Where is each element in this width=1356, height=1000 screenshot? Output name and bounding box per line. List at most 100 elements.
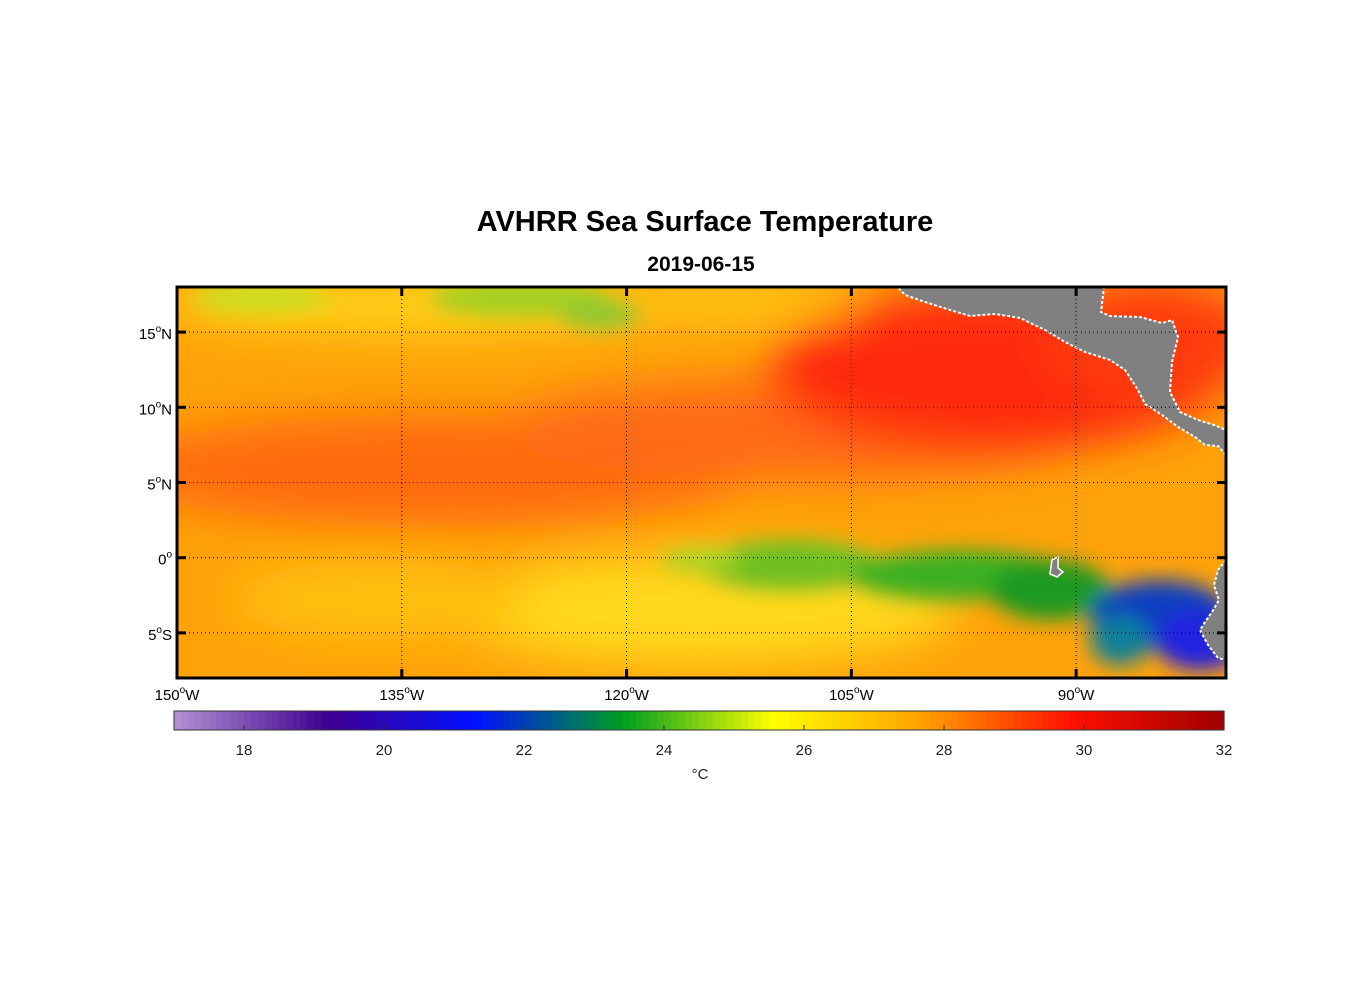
colorbar-segment — [1070, 711, 1078, 730]
colorbar-segment — [1154, 711, 1162, 730]
colorbar-segment — [986, 711, 994, 730]
colorbar-segment — [720, 711, 728, 730]
colorbar-segment — [342, 711, 350, 730]
colorbar — [173, 710, 1225, 731]
colorbar-segment — [251, 711, 259, 730]
colorbar-segment — [937, 711, 945, 730]
land-masses — [895, 286, 1227, 662]
colorbar-segment — [783, 711, 791, 730]
colorbar-segment — [433, 711, 441, 730]
colorbar-segment — [545, 711, 553, 730]
colorbar-segment — [314, 711, 322, 730]
colorbar-segment — [776, 711, 784, 730]
map-title: AVHRR Sea Surface Temperature — [476, 206, 934, 238]
colorbar-segment — [1000, 711, 1008, 730]
colorbar-segment — [1168, 711, 1176, 730]
colorbar-segment — [1077, 711, 1085, 730]
colorbar-segment — [1161, 711, 1169, 730]
colorbar-segment — [944, 711, 952, 730]
colorbar-segment — [601, 711, 609, 730]
colorbar-segment — [1105, 711, 1113, 730]
galapagos-island — [1049, 555, 1065, 578]
colorbar-segment — [321, 711, 329, 730]
lat-tick-label: 5oN — [147, 475, 172, 494]
colorbar-segment — [615, 711, 623, 730]
lon-tick-label: 150oW — [155, 685, 201, 704]
colorbar-segment — [349, 711, 357, 730]
colorbar-segment — [790, 711, 798, 730]
colorbar-segment — [713, 711, 721, 730]
colorbar-segment — [461, 711, 469, 730]
colorbar-segment — [1119, 711, 1127, 730]
colorbar-segment — [552, 711, 560, 730]
colorbar-tick-label: 24 — [656, 742, 673, 759]
colorbar-segment — [706, 711, 714, 730]
lat-tick-label: 15oN — [139, 324, 172, 343]
colorbar-segment — [524, 711, 532, 730]
lon-tick-label: 135oW — [379, 685, 425, 704]
colorbar-segment — [951, 711, 959, 730]
colorbar-segment — [517, 711, 525, 730]
colorbar-segment — [482, 711, 490, 730]
colorbar-segment — [307, 711, 315, 730]
lat-tick-label: 10oN — [139, 399, 172, 418]
colorbar-segment — [405, 711, 413, 730]
colorbar-segment — [748, 711, 756, 730]
colorbar-segment — [363, 711, 371, 730]
map-subtitle: 2019-06-15 — [647, 253, 755, 276]
colorbar-segment — [741, 711, 749, 730]
colorbar-segment — [174, 711, 182, 730]
colorbar-segment — [671, 711, 679, 730]
colorbar-tick-label: 20 — [376, 742, 393, 759]
colorbar-segment — [923, 711, 931, 730]
colorbar-segment — [657, 711, 665, 730]
colorbar-segment — [1063, 711, 1071, 730]
colorbar-segment — [685, 711, 693, 730]
colorbar-segment — [853, 711, 861, 730]
colorbar-segment — [1189, 711, 1197, 730]
colorbar-segment — [384, 711, 392, 730]
colorbar-segment — [762, 711, 770, 730]
lat-tick-label: 0o — [158, 550, 172, 569]
colorbar-segment — [909, 711, 917, 730]
colorbar-segment — [1035, 711, 1043, 730]
colorbar-segment — [454, 711, 462, 730]
colorbar-segment — [510, 711, 518, 730]
colorbar-segment — [916, 711, 924, 730]
colorbar-segment — [594, 711, 602, 730]
colorbar-segment — [181, 711, 189, 730]
south-america-land — [1198, 557, 1227, 662]
colorbar-segment — [1182, 711, 1190, 730]
colorbar-segment — [538, 711, 546, 730]
colorbar-segment — [573, 711, 581, 730]
colorbar-segment — [223, 711, 231, 730]
colorbar-segment — [258, 711, 266, 730]
colorbar-segment — [755, 711, 763, 730]
colorbar-segment — [860, 711, 868, 730]
colorbar-segment — [440, 711, 448, 730]
colorbar-segment — [1112, 711, 1120, 730]
colorbar-segment — [1091, 711, 1099, 730]
colorbar-segment — [664, 711, 672, 730]
colorbar-segment — [496, 711, 504, 730]
colorbar-segment — [244, 711, 252, 730]
colorbar-segment — [825, 711, 833, 730]
colorbar-segment — [622, 711, 630, 730]
colorbar-segment — [832, 711, 840, 730]
colorbar-tick-label: 28 — [936, 742, 953, 759]
colorbar-tick-label: 26 — [796, 742, 813, 759]
colorbar-segment — [1007, 711, 1015, 730]
colorbar-tick-label: 32 — [1216, 742, 1233, 759]
colorbar-segment — [286, 711, 294, 730]
colorbar-segment — [930, 711, 938, 730]
colorbar-segment — [335, 711, 343, 730]
colorbar-segment — [566, 711, 574, 730]
colorbar-segment — [629, 711, 637, 730]
colorbar-segment — [475, 711, 483, 730]
graticule — [177, 287, 1226, 678]
colorbar-tick-label: 22 — [516, 742, 533, 759]
colorbar-segment — [216, 711, 224, 730]
colorbar-segment — [608, 711, 616, 730]
colorbar-segment — [1196, 711, 1204, 730]
colorbar-segment — [888, 711, 896, 730]
